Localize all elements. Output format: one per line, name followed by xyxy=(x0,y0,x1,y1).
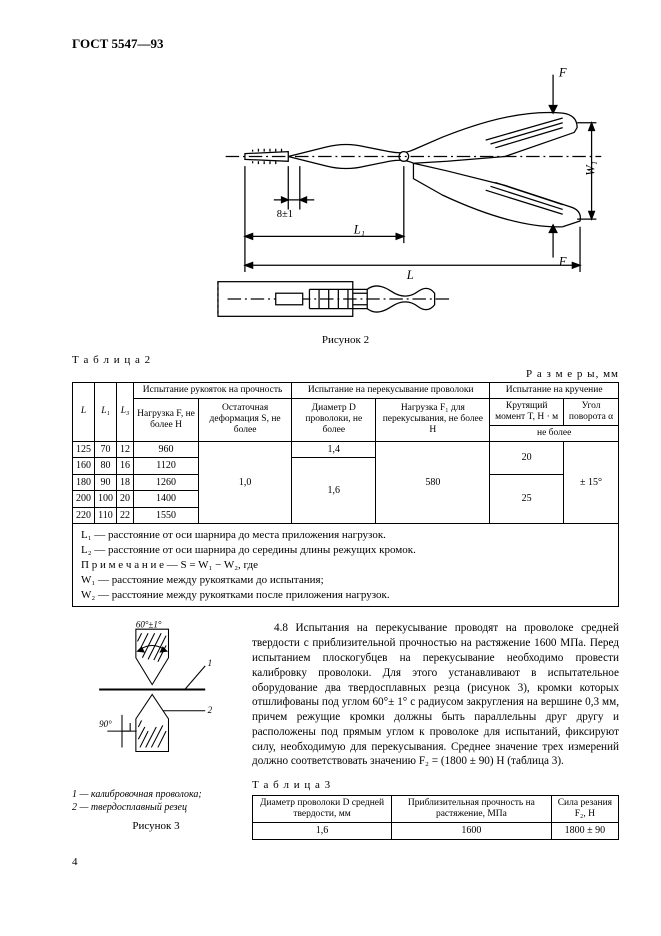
figure-2: F F W₁ L L₁ 8±1 xyxy=(72,60,619,330)
th-g3c2: Угол поворота α xyxy=(564,398,619,425)
document-id: ГОСТ 5547—93 xyxy=(72,36,619,52)
th-group2: Испытание на перекусывание проволоки xyxy=(292,383,490,399)
th-group1: Испытание рукояток на прочность xyxy=(134,383,292,399)
fig3-legend-2: 2 — твердосплавный резец xyxy=(72,801,240,814)
table-3: Диаметр проволоки D средней твердости, м… xyxy=(252,795,619,839)
th-L3: L₃ xyxy=(117,383,134,442)
page-number: 4 xyxy=(72,856,619,868)
table-row: 1,6 1600 1800 ± 90 xyxy=(253,823,619,840)
figure-3-caption: Рисунок 3 xyxy=(72,820,240,832)
note-line: W₁ — расстояние между рукоятками до испы… xyxy=(81,573,610,588)
t3-h3: Сила резания F₂, Н xyxy=(551,796,618,823)
table-2-title: Т а б л и ц а 2 xyxy=(72,354,619,366)
label-F-bot: F xyxy=(558,254,567,268)
label-8pm1: 8±1 xyxy=(277,209,293,220)
label-W1: W₁ xyxy=(583,161,597,176)
note-line: П р и м е ч а н и е — S = W₁ − W₂, где xyxy=(81,558,610,573)
figure-3: 60°±1° 90° 1 2 xyxy=(91,621,222,776)
t3-h2: Приблизительная прочность на растяжение,… xyxy=(392,796,552,823)
th-group3: Испытание на кручение xyxy=(490,383,619,399)
callout-2: 2 xyxy=(207,706,212,716)
th-g3c1: Крутящий момент T, Н · м xyxy=(490,398,564,425)
fig3-legend-1: 1 — калибровочная проволока; xyxy=(72,788,240,801)
note-line: W₂ — расстояние между рукоятками после п… xyxy=(81,588,610,603)
th-g1c1: Нагрузка F, не более Н xyxy=(134,398,199,441)
label-90: 90° xyxy=(99,719,112,729)
label-L: L xyxy=(406,268,414,282)
th-L: L xyxy=(73,383,95,442)
callout-1: 1 xyxy=(207,658,211,668)
label-60: 60°±1° xyxy=(136,621,162,630)
label-L1: L₁ xyxy=(353,223,365,237)
th-L1: L₁ xyxy=(95,383,117,442)
th-g3sub: не более xyxy=(490,425,619,441)
th-g1c2: Остаточная деформация S, не более xyxy=(199,398,292,441)
table-row: 125 70 12 960 1,0 1,4 580 20 ± 15° xyxy=(73,441,619,458)
figure-2-caption: Рисунок 2 xyxy=(72,334,619,346)
paragraph-4-8: 4.8 Испытания на перекусывание проводят … xyxy=(252,621,619,769)
th-g2c2: Нагрузка F₁ для перекусывания, не более … xyxy=(376,398,490,441)
table-2-units: Р а з м е р ы, мм xyxy=(72,368,619,380)
table-2: L L₁ L₃ Испытание рукояток на прочность … xyxy=(72,382,619,524)
label-F-top: F xyxy=(558,66,567,80)
table-2-notes: L₁ — расстояние от оси шарнира до места … xyxy=(72,524,619,607)
note-line: L₂ — расстояние от оси шарнира до середи… xyxy=(81,543,610,558)
th-g2c1: Диаметр D проволоки, не более xyxy=(292,398,376,441)
note-line: L₁ — расстояние от оси шарнира до места … xyxy=(81,528,610,543)
t3-h1: Диаметр проволоки D средней твердости, м… xyxy=(253,796,392,823)
table-3-title: Т а б л и ц а 3 xyxy=(252,779,619,791)
